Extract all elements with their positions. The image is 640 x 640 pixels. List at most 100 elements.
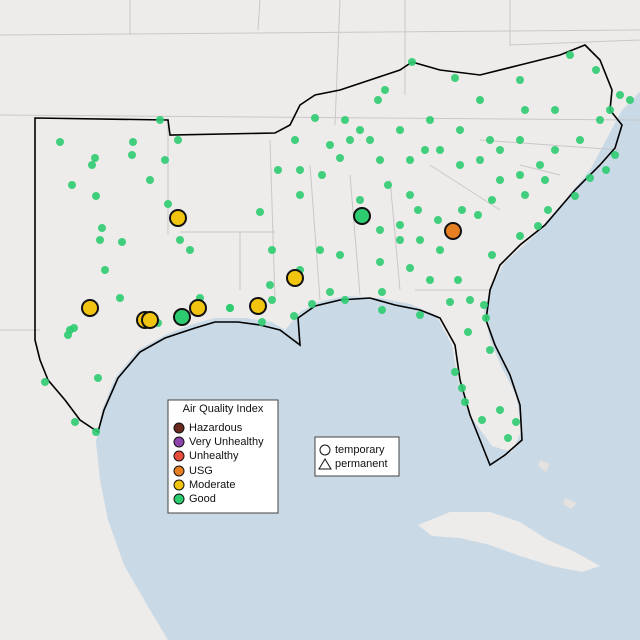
station [496,176,504,184]
station [326,288,334,296]
station [396,126,404,134]
station [129,138,137,146]
station [516,76,524,84]
station [70,324,78,332]
station [464,328,472,336]
station-highlight [189,299,207,317]
station [461,398,469,406]
legend-item: Moderate [189,479,235,491]
station [341,296,349,304]
station [268,246,276,254]
legend-box [314,436,400,477]
station [366,136,374,144]
station [88,161,96,169]
station [318,171,326,179]
station [98,224,106,232]
station [480,301,488,309]
station [91,154,99,162]
region-outline [34,44,623,467]
state-borders [0,0,640,331]
station [336,251,344,259]
station [521,191,529,199]
station [356,196,364,204]
station [376,156,384,164]
legend-item: USG [189,465,213,477]
station [466,296,474,304]
station [396,221,404,229]
station [64,331,72,339]
station [68,181,76,189]
station [458,206,466,214]
station [311,114,319,122]
station [521,106,529,114]
station [94,374,102,382]
legend-item: Very Unhealthy [189,436,264,448]
legend-swatch [173,479,185,491]
station [434,216,442,224]
station [436,146,444,154]
station [566,51,574,59]
station [512,418,520,426]
station [476,156,484,164]
station [341,116,349,124]
station [258,318,266,326]
station [92,192,100,200]
station [101,266,109,274]
station [161,156,169,164]
legend-shape [319,444,331,456]
station [56,138,64,146]
station-highlight [353,207,371,225]
station [176,236,184,244]
legend-swatch [173,450,185,462]
station-highlight [286,269,304,287]
station [516,171,524,179]
station [474,211,482,219]
station [596,116,604,124]
aqi-legend: Air Quality Index Hazardous Very Unhealt… [167,399,279,514]
station-highlight [81,299,99,317]
station [416,236,424,244]
station [551,106,559,114]
shape-legend: temporary permanent [314,436,400,477]
station [451,368,459,376]
station [96,236,104,244]
legend-swatch [173,436,185,448]
station [376,258,384,266]
station [308,300,316,308]
station [296,191,304,199]
station [516,232,524,240]
station [458,384,466,392]
station [414,206,422,214]
station [326,141,334,149]
station [146,176,154,184]
legend-swatch [173,422,185,434]
station [116,294,124,302]
station [544,206,552,214]
legend-item: permanent [335,458,388,470]
station [346,136,354,144]
station [174,136,182,144]
station [534,222,542,230]
legend-item: Unhealthy [189,450,239,462]
station [336,154,344,162]
station [381,86,389,94]
station [374,96,382,104]
station [496,406,504,414]
station [164,200,172,208]
legend-swatch [173,493,185,505]
station-highlight [249,297,267,315]
station [296,166,304,174]
station [41,378,49,386]
station [128,151,136,159]
station [291,136,299,144]
station [516,136,524,144]
stations [41,51,634,442]
station [451,74,459,82]
station-highlight [444,222,462,240]
station [486,346,494,354]
station [384,181,392,189]
station [456,161,464,169]
station [611,151,619,159]
station [256,208,264,216]
